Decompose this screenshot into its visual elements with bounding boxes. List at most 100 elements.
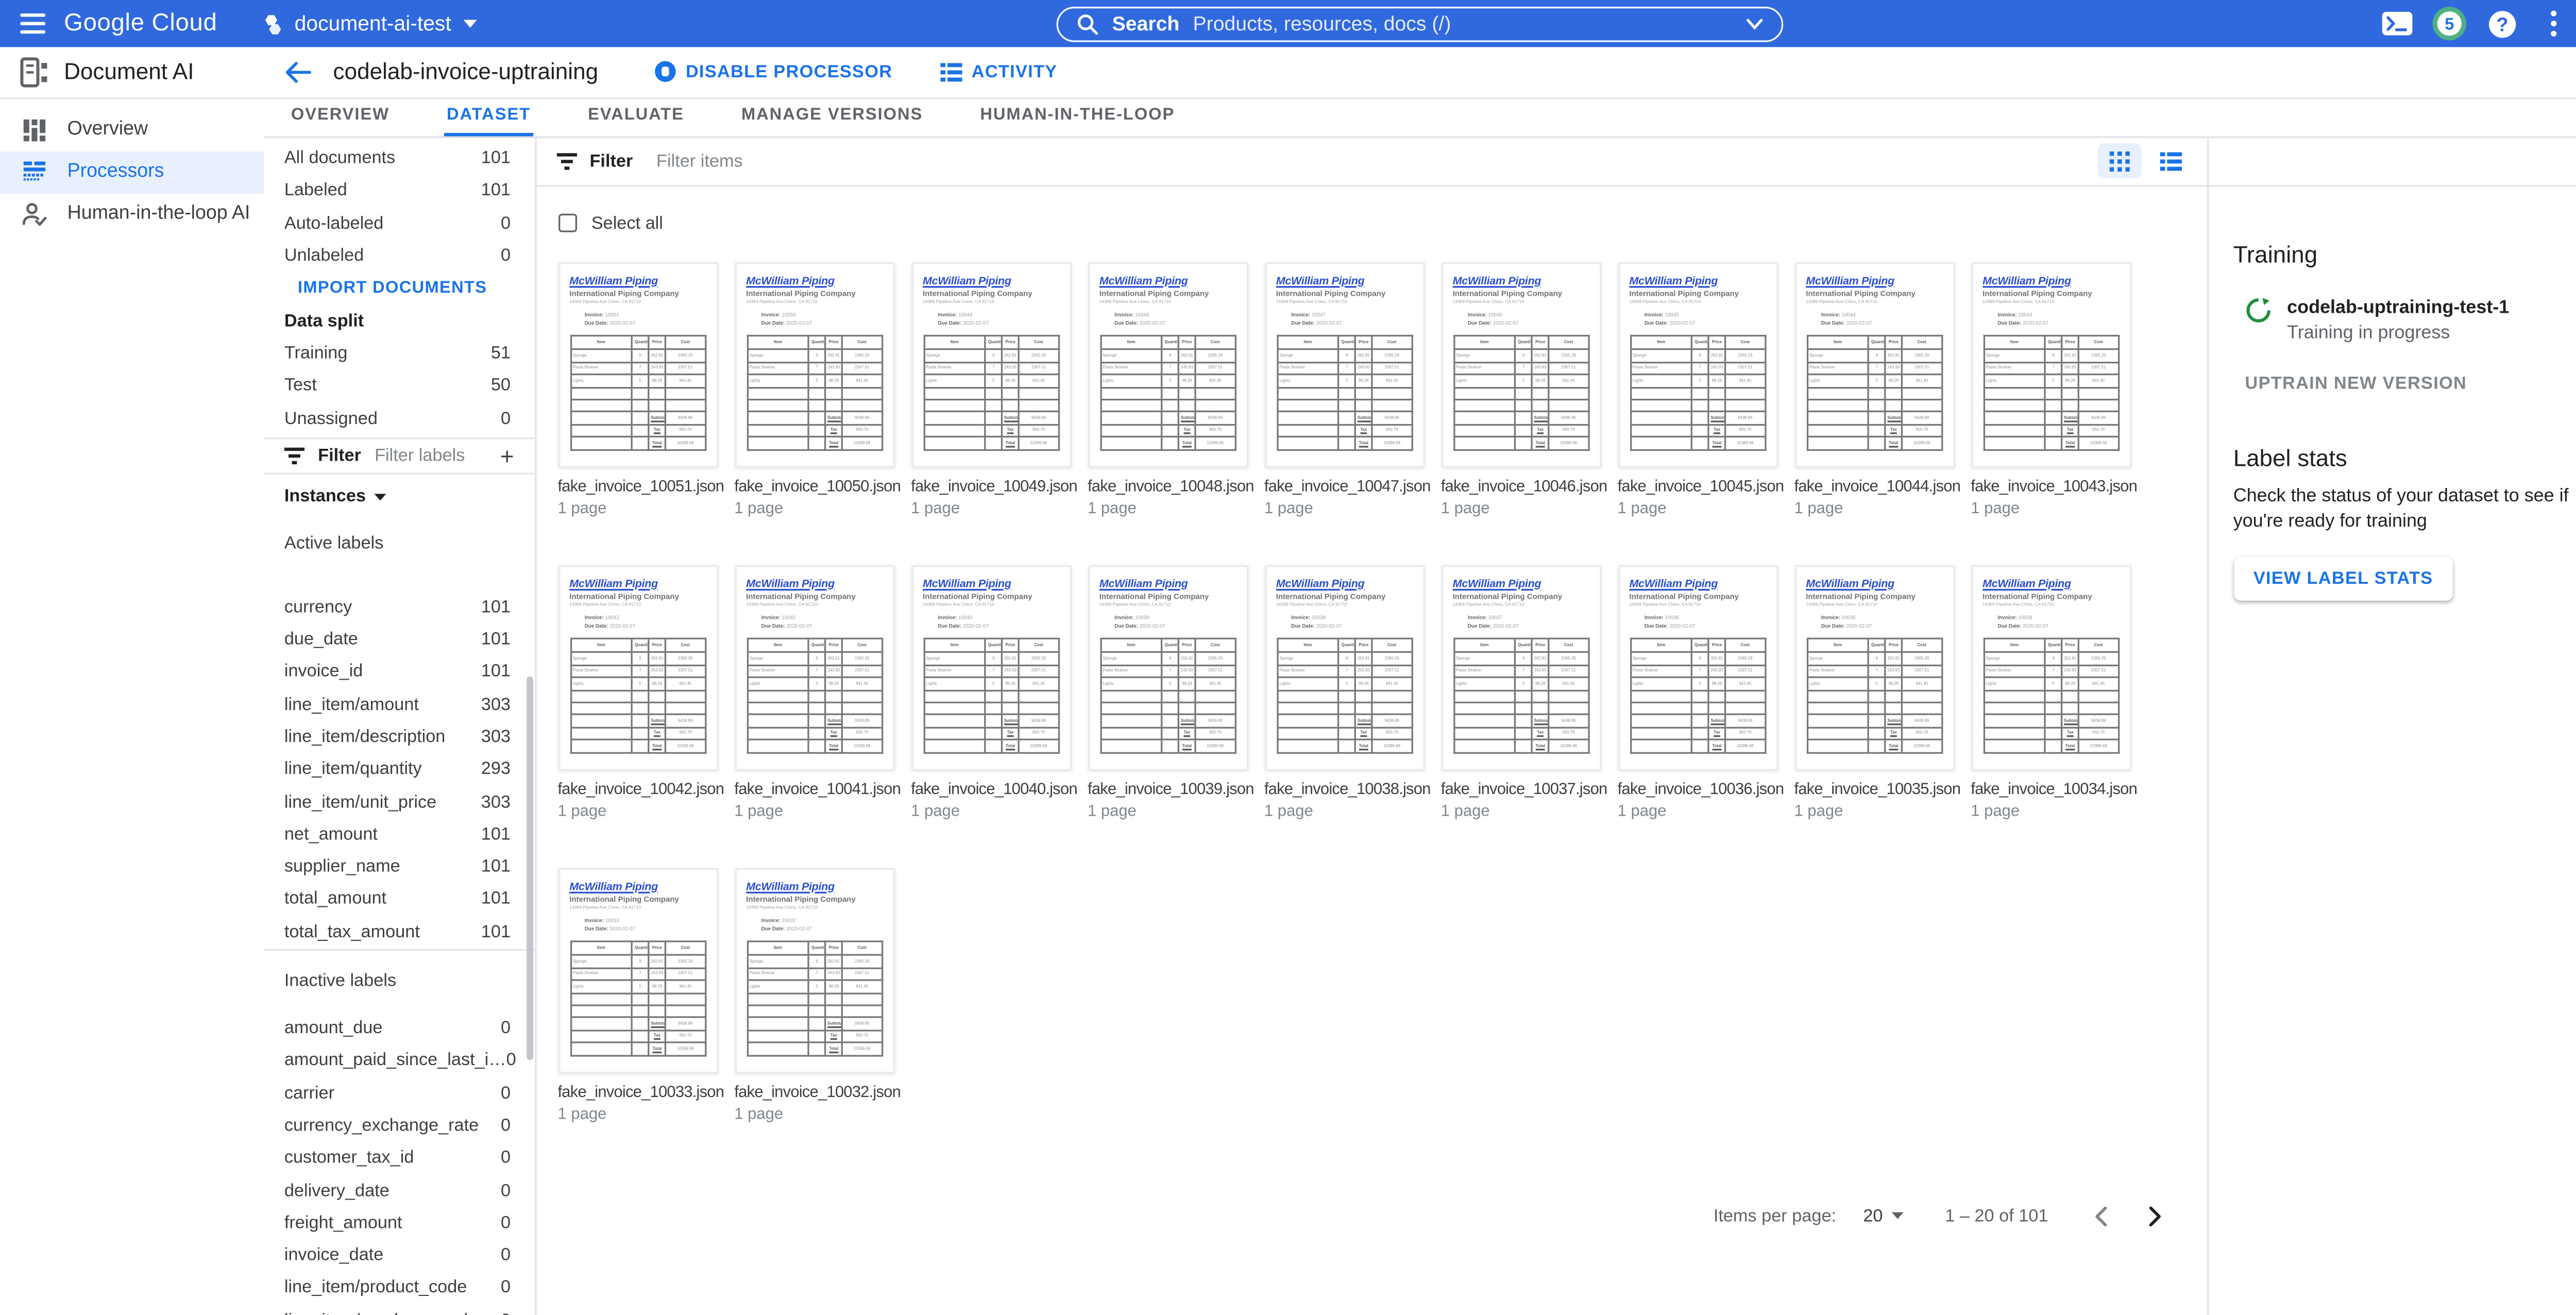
split-training[interactable]: Training 51 — [264, 337, 534, 369]
notifications-button[interactable]: 5 — [2431, 5, 2468, 42]
more-options-button[interactable] — [2535, 5, 2572, 42]
google-cloud-logo[interactable]: Google Cloud — [64, 10, 217, 37]
document-card[interactable]: McWilliam Piping International Piping Co… — [734, 261, 901, 517]
invoice-thumbnail[interactable]: McWilliam Piping International Piping Co… — [1264, 564, 1425, 770]
active-label-line-item-description[interactable]: line_item/description 303 — [264, 721, 534, 753]
invoice-thumbnail[interactable]: McWilliam Piping International Piping Co… — [1794, 261, 1954, 467]
cloud-shell-button[interactable] — [2379, 5, 2416, 42]
active-label-line-item-quantity[interactable]: line_item/quantity 293 — [264, 753, 534, 786]
active-label-line-item-amount[interactable]: line_item/amount 303 — [264, 688, 534, 721]
active-label-line-item-unit-price[interactable]: line_item/unit_price 303 — [264, 786, 534, 818]
grid-view-button[interactable] — [2097, 143, 2141, 179]
doc-count-unlabeled[interactable]: Unlabeled 0 — [264, 240, 534, 272]
view-label-stats-button[interactable]: VIEW LABEL STATS — [2233, 557, 2453, 601]
select-all-checkbox[interactable] — [557, 213, 577, 232]
document-card[interactable]: McWilliam Piping International Piping Co… — [1264, 261, 1431, 517]
invoice-thumbnail[interactable]: McWilliam Piping International Piping Co… — [1971, 564, 2131, 770]
active-label-currency[interactable]: currency 101 — [264, 591, 534, 623]
filter-items-input[interactable]: Filter items — [656, 150, 743, 171]
next-page-button[interactable] — [2139, 1201, 2170, 1231]
document-card[interactable]: McWilliam Piping International Piping Co… — [1088, 261, 1255, 517]
document-card[interactable]: McWilliam Piping International Piping Co… — [1088, 564, 1255, 820]
document-card[interactable]: McWilliam Piping International Piping Co… — [1440, 564, 1607, 820]
doc-count-auto-labeled[interactable]: Auto-labeled 0 — [264, 207, 534, 240]
invoice-thumbnail[interactable]: McWilliam Piping International Piping Co… — [734, 564, 894, 770]
invoice-thumbnail[interactable]: McWilliam Piping International Piping Co… — [1440, 261, 1601, 467]
previous-page-button[interactable] — [2085, 1201, 2115, 1231]
tab-dataset[interactable]: DATASET — [443, 98, 534, 136]
inactive-label-invoice-date[interactable]: invoice_date 0 — [264, 1239, 534, 1272]
inactive-label-line-item-purchase-order[interactable]: line_item/purchase_order 0 — [264, 1304, 534, 1315]
document-card[interactable]: McWilliam Piping International Piping Co… — [734, 564, 901, 820]
help-button[interactable]: ? — [2483, 5, 2520, 42]
activity-button[interactable]: ACTIVITY — [939, 62, 1058, 82]
active-label-supplier-name[interactable]: supplier_name 101 — [264, 851, 534, 883]
document-card[interactable]: McWilliam Piping International Piping Co… — [557, 564, 724, 820]
page-size-dropdown[interactable]: 20 — [1863, 1206, 1905, 1226]
panel-scrollbar[interactable] — [526, 676, 533, 1059]
document-card[interactable]: McWilliam Piping International Piping Co… — [1794, 261, 1961, 517]
sidebar-item-overview[interactable]: Overview — [0, 109, 264, 151]
invoice-thumbnail[interactable]: McWilliam Piping International Piping Co… — [1617, 261, 1777, 467]
invoice-thumbnail[interactable]: McWilliam Piping International Piping Co… — [557, 867, 718, 1073]
tab-evaluate[interactable]: EVALUATE — [588, 106, 684, 125]
back-button[interactable] — [283, 57, 313, 87]
document-card[interactable]: McWilliam Piping International Piping Co… — [911, 261, 1078, 517]
split-unassigned[interactable]: Unassigned 0 — [264, 402, 534, 434]
document-card[interactable]: McWilliam Piping International Piping Co… — [1264, 564, 1431, 820]
tab-human-in-the-loop[interactable]: HUMAN-IN-THE-LOOP — [980, 106, 1175, 125]
invoice-thumbnail[interactable]: McWilliam Piping International Piping Co… — [1794, 564, 1954, 770]
inactive-label-amount-paid-since-last-i-[interactable]: amount_paid_since_last_i… 0 — [264, 1044, 534, 1077]
import-documents-button[interactable]: IMPORT DOCUMENTS — [297, 279, 487, 298]
document-card[interactable]: McWilliam Piping International Piping Co… — [1971, 261, 2138, 517]
document-card[interactable]: McWilliam Piping International Piping Co… — [557, 867, 724, 1123]
invoice-thumbnail[interactable]: McWilliam Piping International Piping Co… — [557, 261, 718, 467]
inactive-label-amount-due[interactable]: amount_due 0 — [264, 1012, 534, 1044]
sidebar-item-processors[interactable]: Processors — [0, 150, 264, 193]
inactive-label-freight-amount[interactable]: freight_amount 0 — [264, 1207, 534, 1239]
filter-labels-input[interactable]: Filter labels — [375, 446, 465, 467]
list-view-button[interactable] — [2149, 143, 2193, 179]
active-label-invoice-id[interactable]: invoice_id 101 — [264, 656, 534, 688]
add-label-button[interactable]: + — [500, 443, 514, 470]
invoice-thumbnail[interactable]: McWilliam Piping International Piping Co… — [1264, 261, 1425, 467]
invoice-thumbnail[interactable]: McWilliam Piping International Piping Co… — [734, 867, 894, 1073]
sidebar-item-human-in-the-loop[interactable]: Human-in-the-loop AI — [0, 193, 264, 235]
invoice-thumbnail[interactable]: McWilliam Piping International Piping Co… — [557, 564, 718, 770]
document-card[interactable]: McWilliam Piping International Piping Co… — [911, 564, 1078, 820]
doc-count-labeled[interactable]: Labeled 101 — [264, 175, 534, 207]
invoice-thumbnail[interactable]: McWilliam Piping International Piping Co… — [1617, 564, 1777, 770]
inactive-label-carrier[interactable]: carrier 0 — [264, 1077, 534, 1109]
document-card[interactable]: McWilliam Piping International Piping Co… — [1440, 261, 1607, 517]
inactive-label-delivery-date[interactable]: delivery_date 0 — [264, 1174, 534, 1207]
search-input[interactable]: Search Products, resources, docs (/) — [1056, 6, 1784, 41]
active-label-total-tax-amount[interactable]: total_tax_amount 101 — [264, 916, 534, 948]
invoice-thumbnail[interactable]: McWilliam Piping International Piping Co… — [911, 261, 1071, 467]
active-label-total-amount[interactable]: total_amount 101 — [264, 883, 534, 916]
tab-manage-versions[interactable]: MANAGE VERSIONS — [741, 106, 923, 125]
invoice-thumbnail[interactable]: McWilliam Piping International Piping Co… — [1971, 261, 2131, 467]
inactive-label-currency-exchange-rate[interactable]: currency_exchange_rate 0 — [264, 1109, 534, 1142]
inactive-label-line-item-product-code[interactable]: line_item/product_code 0 — [264, 1272, 534, 1304]
document-card[interactable]: McWilliam Piping International Piping Co… — [1794, 564, 1961, 820]
invoice-thumbnail[interactable]: McWilliam Piping International Piping Co… — [1088, 261, 1248, 467]
doc-count-all-documents[interactable]: All documents 101 — [264, 142, 534, 175]
document-card[interactable]: McWilliam Piping International Piping Co… — [1971, 564, 2138, 820]
active-label-due-date[interactable]: due_date 101 — [264, 623, 534, 656]
disable-processor-button[interactable]: DISABLE PROCESSOR — [654, 61, 892, 82]
split-test[interactable]: Test 50 — [264, 369, 534, 402]
document-card[interactable]: McWilliam Piping International Piping Co… — [1617, 261, 1784, 517]
invoice-thumbnail[interactable]: McWilliam Piping International Piping Co… — [1440, 564, 1601, 770]
uptrain-new-version-button[interactable]: UPTRAIN NEW VERSION — [2245, 373, 2467, 393]
tab-overview[interactable]: OVERVIEW — [291, 106, 390, 125]
document-card[interactable]: McWilliam Piping International Piping Co… — [557, 261, 724, 517]
document-card[interactable]: McWilliam Piping International Piping Co… — [1617, 564, 1784, 820]
active-label-net-amount[interactable]: net_amount 101 — [264, 818, 534, 851]
project-selector[interactable]: document-ai-test — [261, 12, 478, 36]
inactive-label-customer-tax-id[interactable]: customer_tax_id 0 — [264, 1142, 534, 1174]
document-card[interactable]: McWilliam Piping International Piping Co… — [734, 867, 901, 1123]
instances-dropdown[interactable]: Instances — [264, 480, 534, 513]
menu-button[interactable] — [0, 10, 64, 37]
invoice-thumbnail[interactable]: McWilliam Piping International Piping Co… — [911, 564, 1071, 770]
invoice-thumbnail[interactable]: McWilliam Piping International Piping Co… — [1088, 564, 1248, 770]
